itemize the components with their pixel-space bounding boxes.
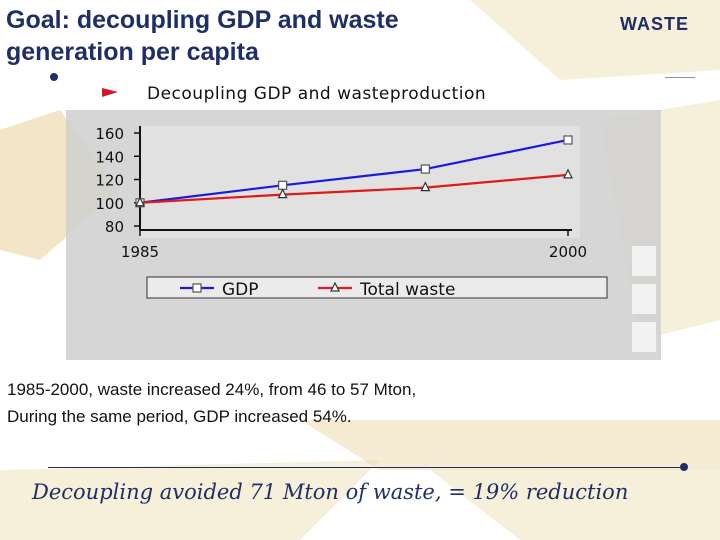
caption-line-2: During the same period, GDP increased 54… <box>7 407 352 426</box>
side-thumbnails <box>632 246 656 352</box>
series-line-gdp <box>139 138 569 204</box>
chart-legend <box>146 276 608 299</box>
logo-text: WASTE <box>620 14 690 34</box>
legend-label-total-waste: Total waste <box>359 280 455 300</box>
series-line-total-waste <box>139 173 569 204</box>
data-point-gdp <box>278 180 288 190</box>
data-point-total-waste <box>563 168 573 179</box>
conclusion-text: Decoupling avoided 71 Mton of waste, = 1… <box>32 480 629 504</box>
y-tick-label: 160 <box>95 125 124 143</box>
conclusion-bullet-dot <box>680 463 688 471</box>
conclusion-rule <box>48 467 680 468</box>
legend-marker-total-waste <box>330 281 340 292</box>
side-thumb-1 <box>632 246 656 276</box>
caption-line-1: 1985-2000, waste increased 24%, from 46 … <box>7 380 417 399</box>
data-point-total-waste <box>277 188 288 199</box>
x-tick-label: 2000 <box>549 243 587 261</box>
side-thumb-2 <box>632 284 656 314</box>
title-rule <box>665 77 695 78</box>
legend-label-gdp: GDP <box>222 280 259 300</box>
slide-title: Goal: decoupling GDP and waste generatio… <box>6 4 566 68</box>
chart-title: Decoupling GDP and wasteproduction <box>147 84 487 104</box>
waste-logo: WASTE <box>612 12 698 52</box>
side-thumb-3 <box>632 322 656 352</box>
y-tick-label: 100 <box>95 195 124 213</box>
data-point-total-waste <box>135 196 145 207</box>
y-tick-label: 140 <box>95 148 124 166</box>
title-line-1: Goal: decoupling GDP and waste <box>6 6 399 34</box>
flag-icon <box>102 88 118 97</box>
data-point-total-waste <box>420 181 431 192</box>
title-bullet-dot <box>50 73 58 81</box>
legend-marker-gdp <box>192 283 202 293</box>
y-tick-label: 120 <box>95 172 124 190</box>
y-tick-label: 80 <box>105 218 124 236</box>
x-tick-label: 1985 <box>121 243 159 261</box>
caption: 1985-2000, waste increased 24%, from 46 … <box>7 376 647 430</box>
title-line-2: generation per capita <box>6 38 259 66</box>
data-point-gdp <box>563 135 573 145</box>
plot-area <box>140 126 580 238</box>
data-point-gdp <box>420 164 430 174</box>
